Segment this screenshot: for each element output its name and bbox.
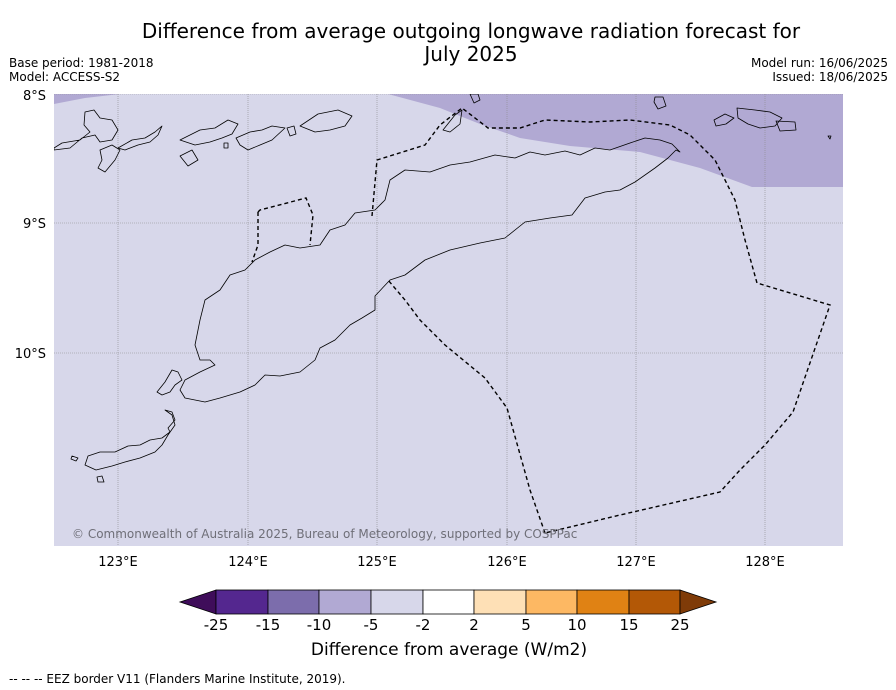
sumba-island <box>84 409 176 471</box>
colorbar-tick: 5 <box>521 616 531 634</box>
flores-island <box>54 109 119 151</box>
colorbar-title: Difference from average (W/m2) <box>310 640 588 660</box>
islands-north-cluster-2 <box>179 149 199 167</box>
leti-island <box>713 113 735 127</box>
eez-borders <box>251 107 831 534</box>
moa-island <box>736 107 783 129</box>
lon-label-125e: 125°E <box>357 555 397 570</box>
eez-footnote: -- -- -- EEZ border V11 (Flanders Marine… <box>9 672 346 686</box>
islet-b <box>286 125 297 137</box>
copyright-text: © Commonwealth of Australia 2025, Bureau… <box>72 527 577 541</box>
colorbar-bin <box>215 589 269 615</box>
colorbar-tick: -15 <box>256 616 281 634</box>
lon-label-126e: 126°E <box>487 555 527 570</box>
atauro-island <box>469 94 481 104</box>
colorbar-bin <box>576 589 630 615</box>
eez-timor-south <box>387 279 546 534</box>
sumba-islet <box>96 475 105 483</box>
lon-label-128e: 128°E <box>745 555 785 570</box>
issued-text: Issued: 18/06/2025 <box>772 70 888 84</box>
wetar-island <box>235 125 286 151</box>
colorbar-tick: 10 <box>567 616 586 634</box>
colorbar-tick: 2 <box>469 616 479 634</box>
title-line-1: Difference from average outgoing longwav… <box>141 19 801 43</box>
far-east-islet <box>827 135 832 140</box>
colorbar-bin <box>628 589 681 615</box>
colorbar <box>178 589 718 615</box>
run-info-right: Model run: 16/06/2025 Issued: 18/06/2025 <box>751 56 888 84</box>
alor-island <box>179 119 239 146</box>
colorbar-tick: -5 <box>364 616 379 634</box>
colorbar-bin <box>473 589 527 615</box>
lat-label-9s: 9°S <box>23 217 46 232</box>
colorbar-arrow-high <box>679 589 718 615</box>
title-line-2: July 2025 <box>424 42 518 66</box>
pantar-island <box>97 144 121 173</box>
eez-oecusse <box>257 197 314 246</box>
lat-label-10s: 10°S <box>15 347 46 362</box>
islet-a <box>223 142 229 149</box>
colorbar-bin <box>525 589 578 615</box>
lat-label-8s: 8°S <box>23 89 46 104</box>
eez-timor-north <box>371 107 831 534</box>
anomaly-region-north <box>388 94 843 187</box>
timor-north-islet <box>442 109 463 133</box>
colorbar-tick: -25 <box>204 616 229 634</box>
islands-north-cluster <box>299 109 353 133</box>
rote-island <box>156 369 183 396</box>
model-run-text: Model run: 16/06/2025 <box>750 56 888 70</box>
colorbar-bin <box>318 589 372 615</box>
kisar-island <box>653 96 667 110</box>
anomaly-region-northwest <box>54 94 120 104</box>
eez-oecusse-2 <box>251 212 259 263</box>
colorbar-tick: 25 <box>670 616 689 634</box>
lembata-island <box>117 125 163 151</box>
sawu-island <box>70 455 79 462</box>
colorbar-bin <box>422 589 475 615</box>
run-info-left: Base period: 1981-2018 Model: ACCESS-S2 <box>9 56 154 84</box>
lakor-island <box>775 120 797 132</box>
timor-island <box>179 137 681 403</box>
coastlines <box>54 94 832 483</box>
lon-label-124e: 124°E <box>228 555 268 570</box>
colorbar-bin <box>370 589 424 615</box>
base-period-text: Base period: 1981-2018 <box>9 56 154 70</box>
lon-label-123e: 123°E <box>98 555 138 570</box>
model-text: Model: ACCESS-S2 <box>9 70 121 84</box>
colorbar-tick: 15 <box>619 616 638 634</box>
colorbar-tick: -2 <box>416 616 431 634</box>
colorbar-ticks: -25 -15 -10 -5 -2 2 5 10 15 25 <box>204 616 690 634</box>
gridlines <box>54 94 843 546</box>
colorbar-bin <box>267 589 320 615</box>
colorbar-arrow-low <box>178 589 217 615</box>
colorbar-tick: -10 <box>307 616 332 634</box>
map-title: Difference from average outgoing longwav… <box>100 20 842 66</box>
lon-label-127e: 127°E <box>616 555 656 570</box>
